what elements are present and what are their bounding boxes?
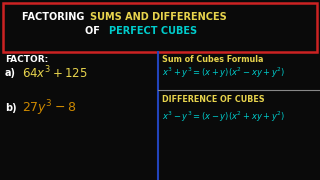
Text: $x^3-y^3 = (x-y)(x^2+xy+y^2)$: $x^3-y^3 = (x-y)(x^2+xy+y^2)$ [162,110,285,124]
Text: PERFECT CUBES: PERFECT CUBES [109,26,197,36]
Text: SUMS AND DIFFERENCES: SUMS AND DIFFERENCES [90,12,227,22]
Text: DIFFERENCE OF CUBES: DIFFERENCE OF CUBES [162,96,265,105]
Bar [3,3,317,52]
Text: $64x^3 + 125$: $64x^3 + 125$ [22,65,88,81]
Text: $x^3+y^3 = (x+y)(x^2-xy+y^2)$: $x^3+y^3 = (x+y)(x^2-xy+y^2)$ [162,66,285,80]
Text: OF: OF [85,26,107,36]
Text: a): a) [5,68,16,78]
Text: $27y^3 - 8$: $27y^3 - 8$ [22,98,76,118]
Text: b): b) [5,103,17,113]
Text: Sum of Cubes Formula: Sum of Cubes Formula [162,55,263,64]
Text: FACTOR:: FACTOR: [5,55,48,64]
Text: FACTORING: FACTORING [22,12,88,22]
